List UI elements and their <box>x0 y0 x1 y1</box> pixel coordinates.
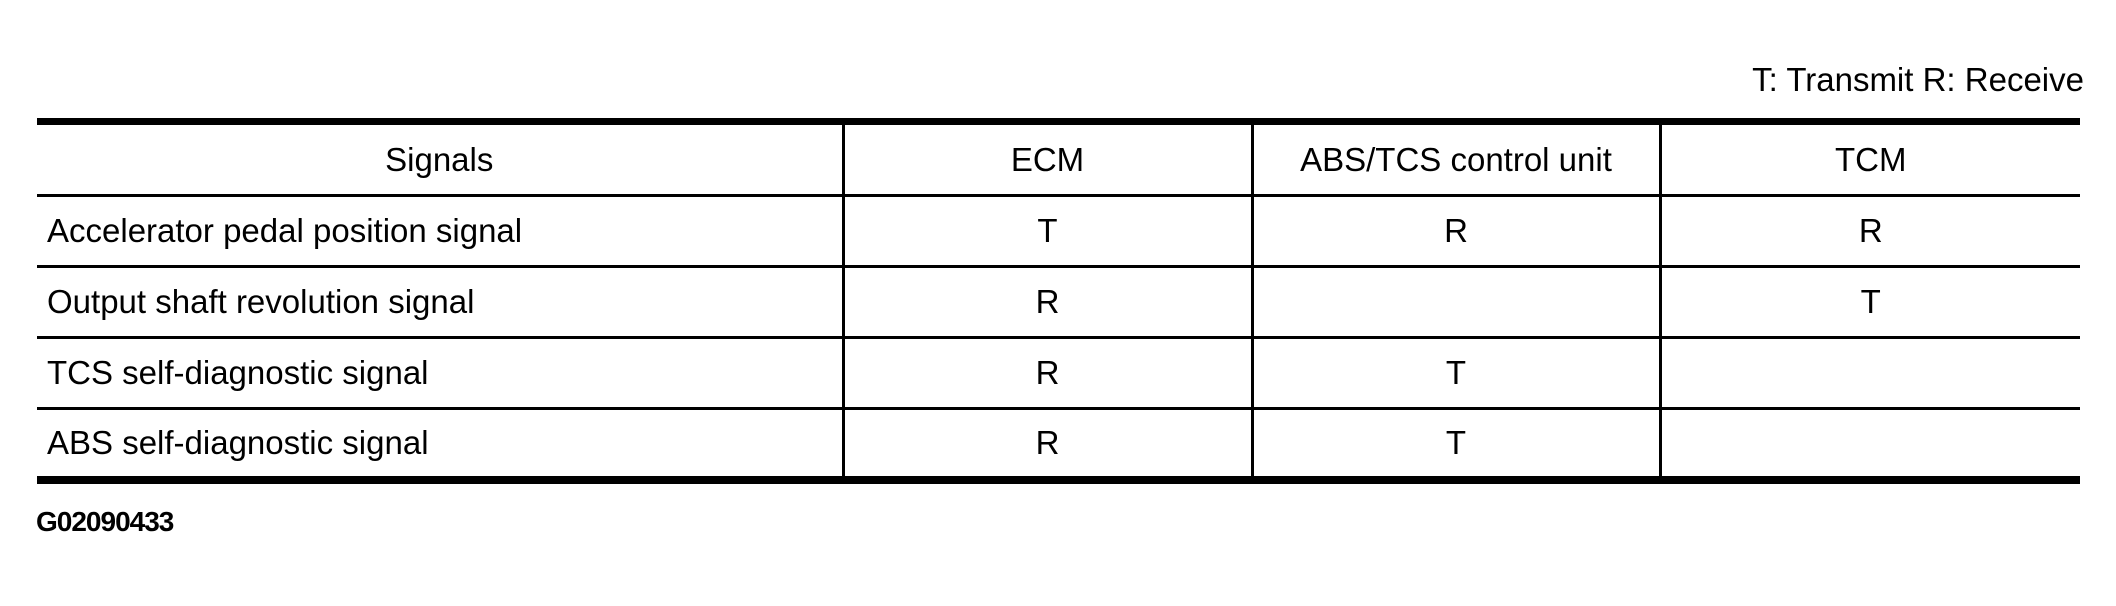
abs-tcs-value-cell <box>1250 266 1660 339</box>
signal-table: Signals ECM ABS/TCS control unit TCM Acc… <box>37 118 2080 484</box>
transmit-receive-legend: T: Transmit R: Receive <box>1752 61 2084 98</box>
column-header-signals: Signals <box>37 121 843 197</box>
abs-tcs-value-cell: T <box>1250 337 1660 410</box>
abs-tcs-value-cell: T <box>1250 408 1660 481</box>
table-row: Accelerator pedal position signal T R R <box>37 195 2080 268</box>
tcm-value-cell: T <box>1658 266 2080 339</box>
table-row: TCS self-diagnostic signal R T <box>37 337 2080 410</box>
tcm-value-cell <box>1658 408 2080 481</box>
signal-name-cell: Accelerator pedal position signal <box>37 195 843 268</box>
table-row: ABS self-diagnostic signal R T <box>37 408 2080 481</box>
figure-id: G02090433 <box>36 505 174 537</box>
column-header-tcm: TCM <box>1658 121 2080 197</box>
table-header-row: Signals ECM ABS/TCS control unit TCM <box>37 121 2080 197</box>
signal-name-cell: TCS self-diagnostic signal <box>37 337 843 410</box>
tcm-value-cell: R <box>1658 195 2080 268</box>
column-header-abs-tcs-unit: ABS/TCS control unit <box>1250 121 1660 197</box>
tcm-value-cell <box>1658 337 2080 410</box>
ecm-value-cell: R <box>841 266 1252 339</box>
column-header-ecm: ECM <box>841 121 1252 197</box>
table-row: Output shaft revolution signal R T <box>37 266 2080 339</box>
signal-name-cell: Output shaft revolution signal <box>37 266 843 339</box>
abs-tcs-value-cell: R <box>1250 195 1660 268</box>
signal-name-cell: ABS self-diagnostic signal <box>37 408 843 481</box>
ecm-value-cell: R <box>841 337 1252 410</box>
ecm-value-cell: R <box>841 408 1252 481</box>
ecm-value-cell: T <box>841 195 1252 268</box>
